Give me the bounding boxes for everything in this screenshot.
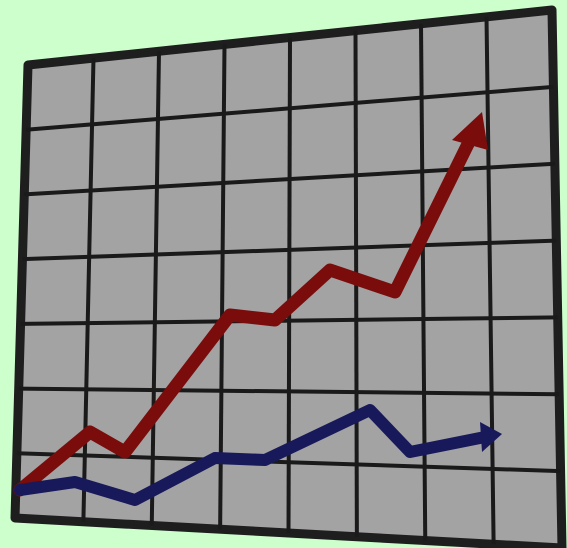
grid-row	[18, 386, 560, 397]
grid-column	[484, 16, 496, 545]
red-line	[13, 133, 477, 497]
red-arrowhead	[452, 112, 488, 150]
grid-column	[218, 44, 227, 530]
grid-row	[22, 238, 557, 262]
grid-row	[20, 315, 558, 326]
grid-column	[149, 51, 161, 526]
blue-arrowhead	[480, 422, 502, 452]
blue-line	[14, 404, 491, 506]
grid-row	[25, 84, 554, 132]
grid-row	[16, 451, 561, 474]
grid-row	[24, 161, 555, 197]
grid-column	[286, 37, 292, 534]
